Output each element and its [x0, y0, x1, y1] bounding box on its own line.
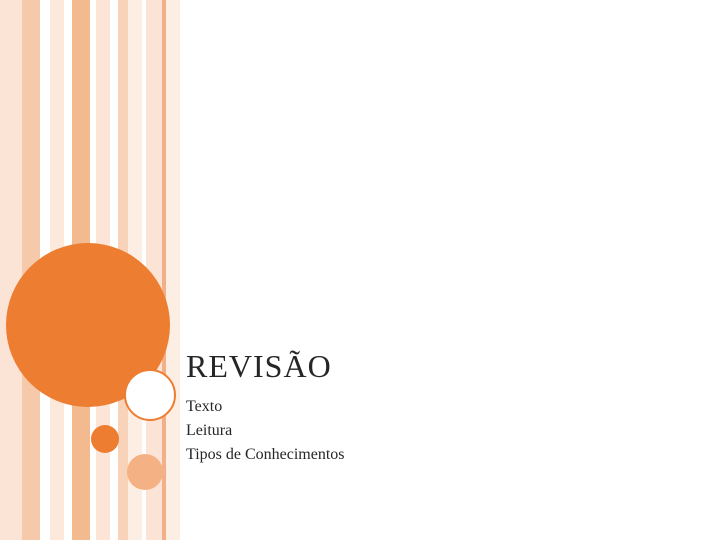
stripe-0 — [0, 0, 22, 540]
body-item-1: Leitura — [186, 422, 232, 440]
decor-circle-2 — [91, 425, 119, 453]
slide-title: REVISÃO — [186, 348, 332, 385]
slide: REVISÃO Texto Leitura Tipos de Conheciment… — [0, 0, 720, 540]
decor-circle-3 — [127, 454, 163, 490]
body-item-2: Tipos de Conhecimentos — [186, 446, 345, 464]
body-item-0: Texto — [186, 398, 222, 416]
decor-circle-1 — [124, 369, 176, 421]
stripe-14 — [166, 0, 180, 540]
